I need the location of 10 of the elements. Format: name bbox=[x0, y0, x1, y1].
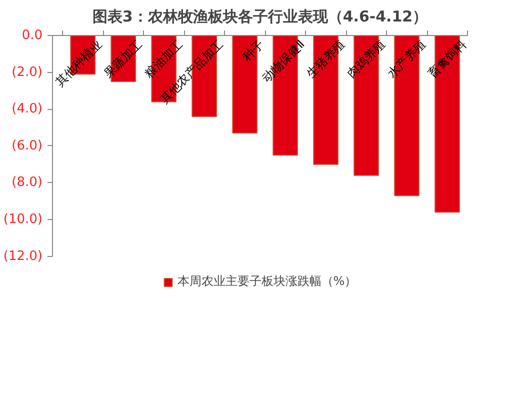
y-tick-label: (8.0) bbox=[12, 175, 43, 190]
x-tick-label: 种子 bbox=[240, 36, 267, 64]
y-tick-label: (10.0) bbox=[3, 212, 43, 228]
legend-label: 本周农业主要子板块涨跌幅（%） bbox=[177, 273, 357, 290]
y-tick-label: (6.0) bbox=[12, 138, 43, 154]
y-tick-label: (2.0) bbox=[12, 64, 43, 80]
y-tick-label: 0.0 bbox=[22, 28, 43, 43]
chart-title: 图表3：农林牧渔板块各子行业表现（4.6-4.12） bbox=[92, 8, 428, 26]
y-tick-label: (12.0) bbox=[3, 248, 43, 264]
y-tick-label: (4.0) bbox=[12, 102, 43, 117]
